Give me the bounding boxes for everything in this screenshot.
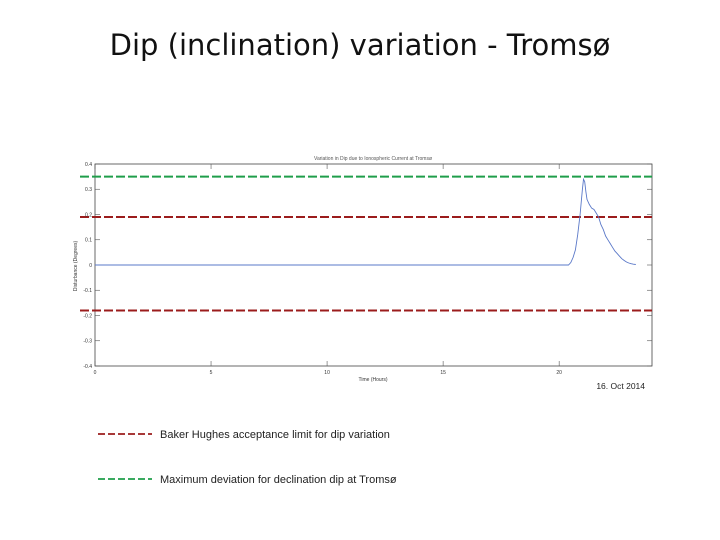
date-annotation: 16. Oct 2014 bbox=[596, 381, 645, 391]
legend-label-acceptance-limit: Baker Hughes acceptance limit for dip va… bbox=[160, 429, 390, 441]
y-axis-title: Disturbance (Degrees) bbox=[73, 241, 79, 292]
x-axis: 0 5 10 15 20 bbox=[94, 164, 562, 376]
x-axis-title: Time (Hours) bbox=[359, 377, 388, 383]
legend: Baker Hughes acceptance limit for dip va… bbox=[98, 429, 397, 486]
y-tick-label: 0.2 bbox=[85, 212, 92, 218]
y-tick-label: -0.4 bbox=[83, 364, 92, 370]
y-tick-label: -0.3 bbox=[83, 339, 92, 345]
series-layer bbox=[95, 177, 636, 266]
x-tick-label: 5 bbox=[210, 370, 213, 376]
y-tick-label: 0.4 bbox=[85, 162, 92, 168]
x-tick-label: 20 bbox=[556, 370, 562, 376]
y-tick-label: -0.2 bbox=[83, 313, 92, 319]
y-tick-label: 0 bbox=[89, 263, 92, 269]
y-tick-label: -0.1 bbox=[83, 288, 92, 294]
y-tick-label: 0.1 bbox=[85, 238, 92, 244]
x-tick-label: 0 bbox=[94, 370, 97, 376]
y-tick-label: 0.3 bbox=[85, 187, 92, 193]
legend-label-max-deviation: Maximum deviation for declination dip at… bbox=[160, 474, 397, 486]
chart-title: Variation in Dip due to Ionospheric Curr… bbox=[314, 156, 432, 162]
x-tick-label: 15 bbox=[440, 370, 446, 376]
slide-title: Dip (inclination) variation - Tromsø bbox=[109, 28, 611, 62]
reference-lines bbox=[80, 175, 652, 312]
x-tick-label: 10 bbox=[324, 370, 330, 376]
series-line bbox=[95, 177, 636, 266]
y-axis: 0.4 0.3 0.2 0.1 0 -0.1 -0.2 -0.3 -0.4 bbox=[83, 162, 652, 370]
